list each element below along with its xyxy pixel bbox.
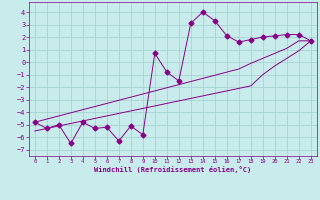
X-axis label: Windchill (Refroidissement éolien,°C): Windchill (Refroidissement éolien,°C) [94, 166, 252, 173]
